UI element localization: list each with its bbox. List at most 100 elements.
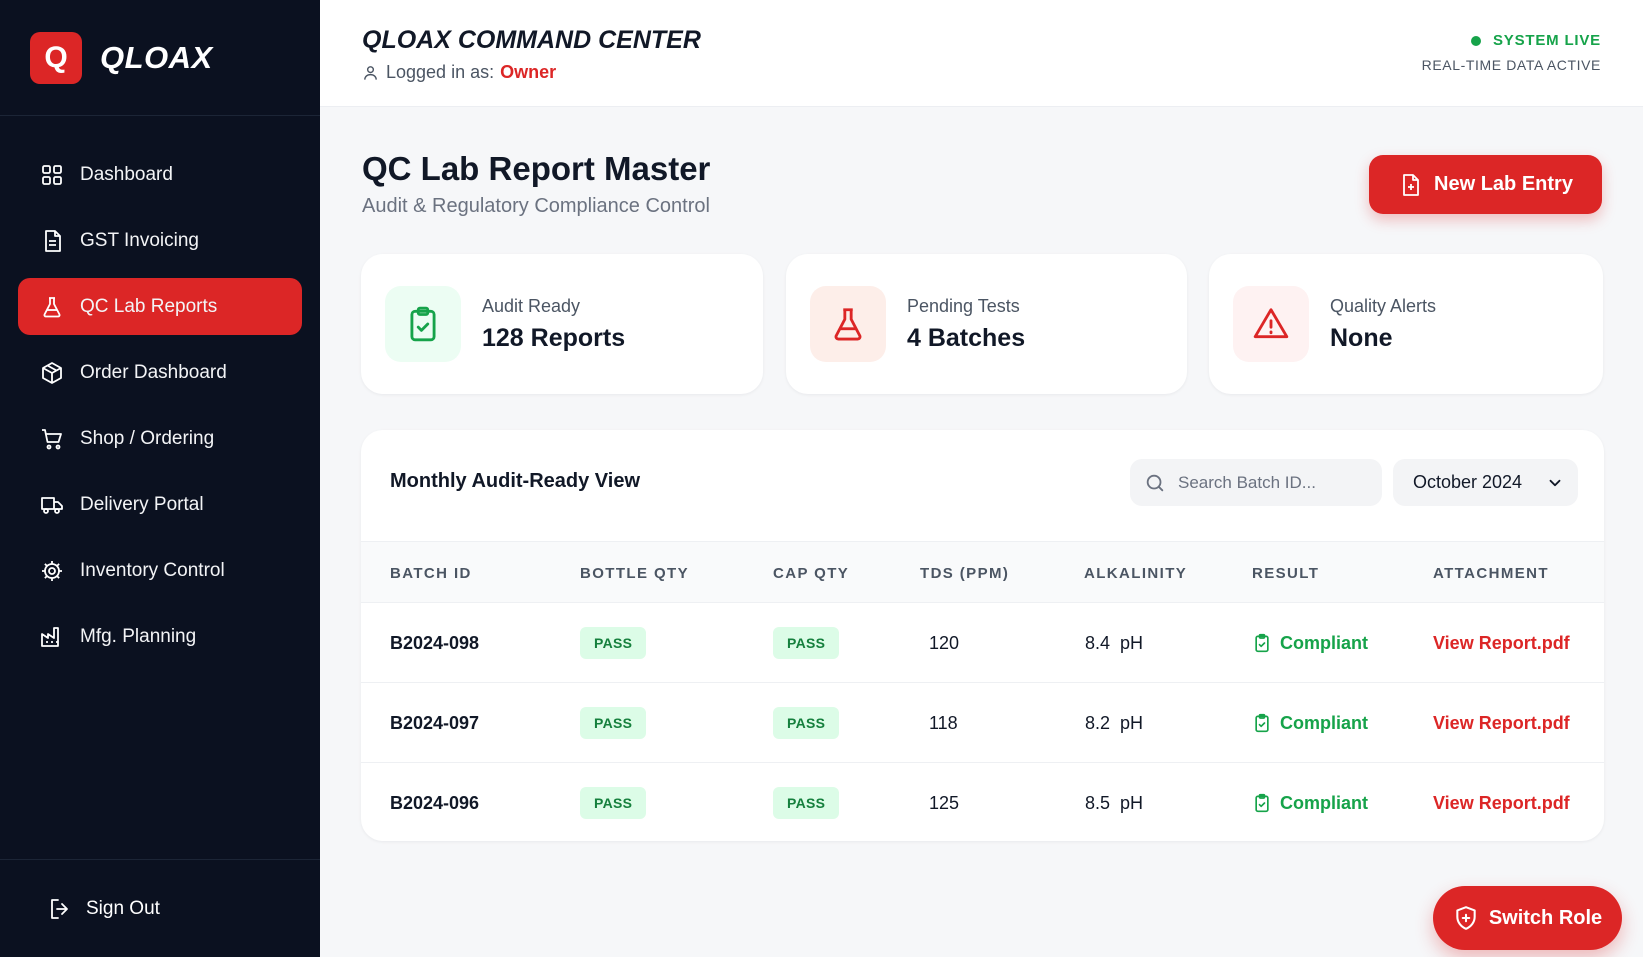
- logged-in-label: Logged in as:: [386, 62, 495, 82]
- sidebar-item-inventory-control[interactable]: Inventory Control: [18, 542, 302, 599]
- logout-icon: [51, 898, 68, 919]
- chevron-down-icon: [1549, 479, 1561, 487]
- sidebar-item-dashboard[interactable]: Dashboard: [18, 146, 302, 203]
- box-icon: [42, 361, 62, 384]
- user-role: Owner: [500, 62, 557, 82]
- search-icon: [1146, 474, 1164, 491]
- bottle-qty-cell: PASS: [580, 763, 647, 841]
- column-header: TDS (PPM): [920, 565, 1010, 582]
- alkalinity-value: 8.2 pH: [1085, 712, 1144, 733]
- pass-badge: PASS: [773, 627, 840, 659]
- tds-value: 125: [929, 792, 960, 813]
- status-live: SYSTEM LIVE: [1422, 32, 1601, 49]
- cap-qty-cell: PASS: [773, 683, 840, 763]
- search-input[interactable]: [1178, 472, 1368, 493]
- sidebar-item-label: Mfg. Planning: [80, 625, 197, 647]
- status-live-label: SYSTEM LIVE: [1493, 32, 1601, 49]
- document-icon: [45, 229, 61, 252]
- sidebar-item-label: Shop / Ordering: [80, 427, 215, 449]
- sign-out-button[interactable]: Sign Out: [0, 859, 320, 957]
- result-label: Compliant: [1280, 712, 1368, 733]
- brand-logo[interactable]: Q: [30, 31, 82, 84]
- view-report-link[interactable]: View Report.pdf: [1433, 712, 1570, 733]
- logged-in-info: Logged in as: Owner: [362, 62, 556, 83]
- stat-icon-box: [810, 286, 886, 362]
- sign-out-label: Sign Out: [86, 897, 160, 919]
- cart-icon: [42, 428, 62, 449]
- cap-qty-cell: PASS: [773, 603, 840, 683]
- sidebar-item-qc-lab-reports[interactable]: QC Lab Reports: [18, 278, 302, 335]
- bottle-qty-cell: PASS: [580, 683, 647, 763]
- view-report-link[interactable]: View Report.pdf: [1433, 792, 1570, 813]
- column-header: ATTACHMENT: [1433, 565, 1549, 582]
- tds-value: 120: [929, 632, 960, 653]
- sidebar-item-label: Dashboard: [80, 163, 173, 185]
- stat-value: None: [1330, 324, 1393, 352]
- sidebar-item-shop-ordering[interactable]: Shop / Ordering: [18, 410, 302, 467]
- column-header: RESULT: [1252, 565, 1320, 582]
- result-label: Compliant: [1280, 792, 1368, 813]
- new-lab-entry-button[interactable]: New Lab Entry: [1369, 155, 1602, 214]
- stat-card-audit-ready: Audit Ready 128 Reports: [361, 254, 763, 394]
- truck-icon: [41, 496, 63, 514]
- attachment-cell: View Report.pdf: [1433, 603, 1570, 683]
- column-header: CAP QTY: [773, 565, 850, 582]
- file-plus-icon: [1403, 173, 1419, 196]
- stat-icon-box: [385, 286, 461, 362]
- view-report-link[interactable]: View Report.pdf: [1433, 632, 1570, 653]
- pass-badge: PASS: [580, 627, 647, 659]
- top-header: QLOAX COMMAND CENTER Logged in as: Owner…: [320, 0, 1643, 107]
- batch-id: B2024-096: [390, 792, 480, 813]
- table-row: B2024-096 PASS PASS 125 8.5 pH Compliant…: [361, 763, 1604, 841]
- panel-title: Monthly Audit-Ready View: [390, 470, 641, 492]
- clipboard-check-icon: [410, 306, 436, 342]
- sidebar-item-gst-invoicing[interactable]: GST Invoicing: [18, 212, 302, 269]
- user-icon: [364, 66, 377, 80]
- cap-qty-cell: PASS: [773, 763, 840, 841]
- batch-id: B2024-098: [390, 632, 480, 653]
- attachment-cell: View Report.pdf: [1433, 763, 1570, 841]
- attachment-cell: View Report.pdf: [1433, 683, 1570, 763]
- sidebar-item-order-dashboard[interactable]: Order Dashboard: [18, 344, 302, 401]
- month-select[interactable]: October 2024: [1393, 459, 1578, 506]
- page-subtitle: Audit & Regulatory Compliance Control: [362, 195, 710, 217]
- sidebar-item-mfg-planning[interactable]: Mfg. Planning: [18, 608, 302, 665]
- stat-card-quality-alerts: Quality Alerts None: [1209, 254, 1603, 394]
- column-header: BOTTLE QTY: [580, 565, 689, 582]
- result-cell: Compliant: [1252, 603, 1368, 683]
- gear-icon: [42, 560, 62, 581]
- switch-role-button[interactable]: Switch Role: [1433, 886, 1622, 950]
- shield-plus-icon: [1456, 906, 1476, 930]
- clipboard-check-icon: [1255, 793, 1269, 813]
- grid-icon: [42, 164, 62, 185]
- table-row: B2024-097 PASS PASS 118 8.2 pH Compliant…: [361, 683, 1604, 763]
- stat-label: Quality Alerts: [1330, 296, 1437, 316]
- stat-label: Pending Tests: [907, 296, 1020, 316]
- sidebar-item-label: GST Invoicing: [80, 229, 199, 251]
- new-lab-entry-label: New Lab Entry: [1434, 173, 1573, 195]
- pass-badge: PASS: [580, 787, 647, 819]
- switch-role-label: Switch Role: [1488, 906, 1603, 929]
- clipboard-check-icon: [1255, 633, 1269, 653]
- search-box: [1130, 459, 1382, 506]
- table-row: B2024-098 PASS PASS 120 8.4 pH Compliant…: [361, 603, 1604, 683]
- pass-badge: PASS: [773, 787, 840, 819]
- stat-value: 128 Reports: [482, 324, 626, 352]
- stat-label: Audit Ready: [482, 296, 581, 316]
- column-header: BATCH ID: [390, 565, 472, 582]
- alkalinity-value: 8.5 pH: [1085, 792, 1144, 813]
- tds-value: 118: [929, 712, 958, 733]
- column-header: ALKALINITY: [1084, 565, 1188, 582]
- month-select-value: October 2024: [1413, 472, 1523, 492]
- stat-card-pending-tests: Pending Tests 4 Batches: [786, 254, 1187, 394]
- audit-panel: Monthly Audit-Ready View October 2024 BA…: [361, 430, 1604, 841]
- status-dot-icon: [1471, 35, 1481, 46]
- system-status: SYSTEM LIVE REAL-TIME DATA ACTIVE: [1422, 32, 1601, 73]
- sidebar-item-delivery-portal[interactable]: Delivery Portal: [18, 476, 302, 533]
- batch-id: B2024-097: [390, 712, 480, 733]
- header-title: QLOAX COMMAND CENTER: [362, 26, 701, 54]
- stat-value: 4 Batches: [907, 324, 1026, 352]
- bottle-qty-cell: PASS: [580, 603, 647, 683]
- brand-name: QLOAX: [100, 39, 213, 75]
- pass-badge: PASS: [580, 707, 647, 739]
